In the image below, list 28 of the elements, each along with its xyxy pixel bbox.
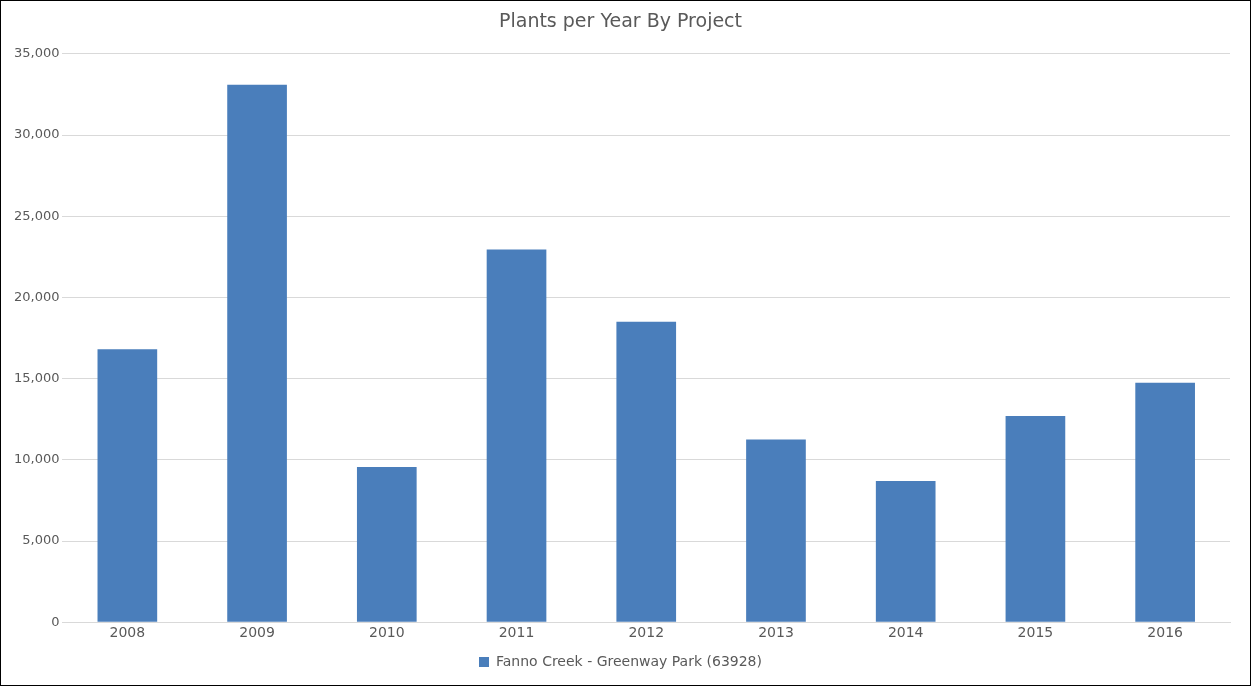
bar <box>875 480 936 622</box>
chart-title: Plants per Year By Project <box>498 9 743 32</box>
x-tick-label: 2015 <box>1017 624 1054 641</box>
y-tick-label: 30,000 <box>13 126 60 142</box>
y-tick-label: 0 <box>51 613 60 629</box>
x-tick-label: 2010 <box>368 624 405 641</box>
bar <box>1005 415 1066 622</box>
bar <box>486 249 547 622</box>
bar <box>616 321 677 622</box>
bar <box>227 84 287 622</box>
bar <box>746 439 806 622</box>
x-tick-label: 2016 <box>1147 624 1184 641</box>
y-tick-label: 20,000 <box>13 288 60 304</box>
x-tick-label: 2011 <box>498 624 535 641</box>
x-tick-label: 2014 <box>887 624 924 641</box>
bar <box>97 349 158 622</box>
bar <box>1135 382 1195 622</box>
y-tick-label: 35,000 <box>13 45 60 61</box>
x-tick-label: 2008 <box>109 624 146 641</box>
x-tick-label: 2013 <box>758 624 794 641</box>
y-tick-label: 10,000 <box>13 451 60 467</box>
x-tick-label: 2009 <box>239 624 275 641</box>
y-tick-label: 15,000 <box>13 369 60 385</box>
bar <box>356 467 417 622</box>
y-tick-label: 25,000 <box>13 207 60 223</box>
y-tick-label: 5,000 <box>22 532 60 548</box>
x-tick-label: 2012 <box>628 624 665 641</box>
legend-label: Fanno Creek - Greenway Park (63928) <box>496 652 762 669</box>
